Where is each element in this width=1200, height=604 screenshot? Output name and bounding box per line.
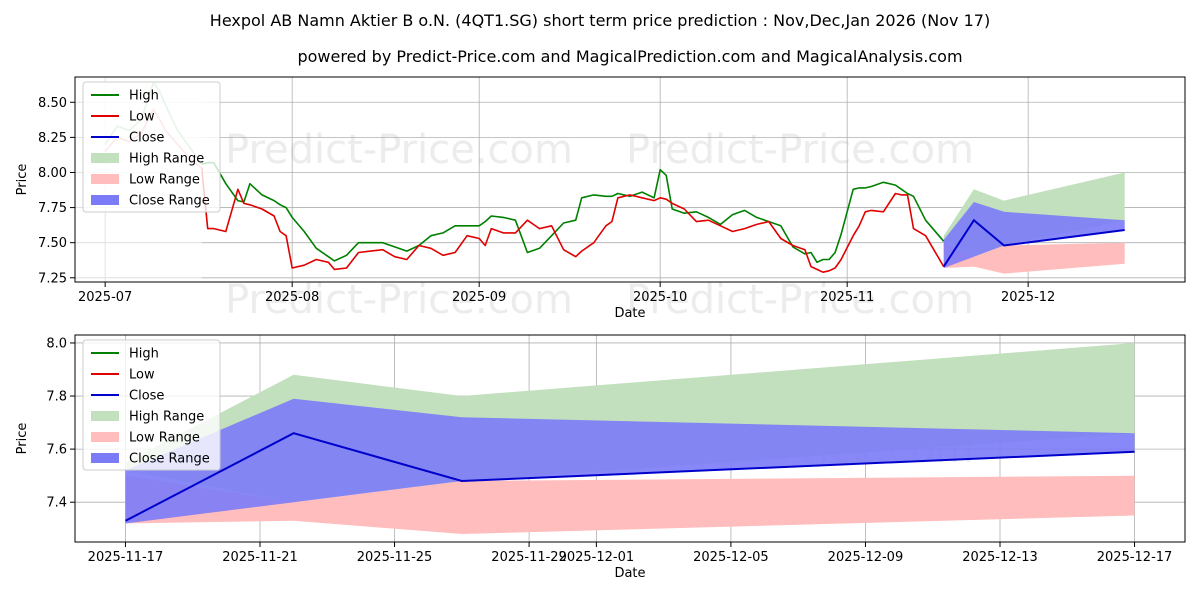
y-tick-label: 7.6 <box>46 443 67 458</box>
chart-subtitle: powered by Predict-Price.com and Magical… <box>297 47 962 66</box>
watermark-text: Predict-Price.com <box>225 127 573 173</box>
y-axis-label: Price <box>15 423 30 455</box>
x-axis-label: Date <box>614 566 645 581</box>
x-tick-label: 2025-08 <box>265 290 319 305</box>
x-tick-label: 2025-11-17 <box>88 550 164 565</box>
y-tick-label: 7.75 <box>38 201 67 216</box>
legend-swatch-patch <box>91 453 119 463</box>
legend-label: Close Range <box>129 194 210 209</box>
x-tick-label: 2025-12 <box>1001 290 1055 305</box>
legend-swatch-patch <box>91 153 119 163</box>
legend-label: Close <box>129 131 164 146</box>
y-tick-label: 8.0 <box>46 336 67 351</box>
y-tick-label: 8.50 <box>38 96 67 111</box>
x-tick-label: 2025-12-01 <box>559 550 635 565</box>
legend: High Low Close High Range Low Range Close Ran… <box>83 340 220 470</box>
y-tick-label: 7.25 <box>38 271 67 286</box>
watermark-text: Predict-Price.com <box>626 127 974 173</box>
legend-label: High Range <box>129 152 204 167</box>
legend: High Low Close High Range Low Range Close Ran… <box>83 82 220 212</box>
legend-label: High <box>129 89 159 104</box>
x-tick-label: 2025-12-13 <box>962 550 1038 565</box>
chart-title: Hexpol AB Namn Aktier B o.N. (4QT1.SG) s… <box>210 11 990 30</box>
legend-label: Low <box>129 368 155 383</box>
y-tick-label: 8.00 <box>38 166 67 181</box>
x-tick-label: 2025-12-09 <box>828 550 904 565</box>
x-tick-label: 2025-12-05 <box>693 550 769 565</box>
y-axis-label: Price <box>15 164 30 196</box>
x-tick-label: 2025-12-17 <box>1097 550 1173 565</box>
x-tick-label: 2025-11-29 <box>491 550 567 565</box>
x-tick-label: 2025-11-21 <box>222 550 298 565</box>
legend-swatch-patch <box>91 432 119 442</box>
x-tick-label: 2025-07 <box>78 290 132 305</box>
x-tick-label: 2025-10 <box>633 290 687 305</box>
legend-swatch-patch <box>91 411 119 421</box>
legend-label: Close Range <box>129 452 210 467</box>
y-tick-label: 7.50 <box>38 236 67 251</box>
y-tick-label: 7.4 <box>46 496 67 511</box>
y-tick-label: 8.25 <box>38 131 67 146</box>
legend-swatch-patch <box>91 195 119 205</box>
y-tick-label: 7.8 <box>46 390 67 405</box>
x-axis-label: Date <box>614 306 645 321</box>
legend-label: Low Range <box>129 173 200 188</box>
x-tick-label: 2025-09 <box>452 290 506 305</box>
x-tick-label: 2025-11 <box>820 290 874 305</box>
legend-label: High <box>129 347 159 362</box>
legend-label: High Range <box>129 410 204 425</box>
legend-swatch-patch <box>91 174 119 184</box>
x-tick-label: 2025-11-25 <box>357 550 433 565</box>
legend-label: Low Range <box>129 431 200 446</box>
legend-label: Close <box>129 389 164 404</box>
legend-label: Low <box>129 110 155 125</box>
